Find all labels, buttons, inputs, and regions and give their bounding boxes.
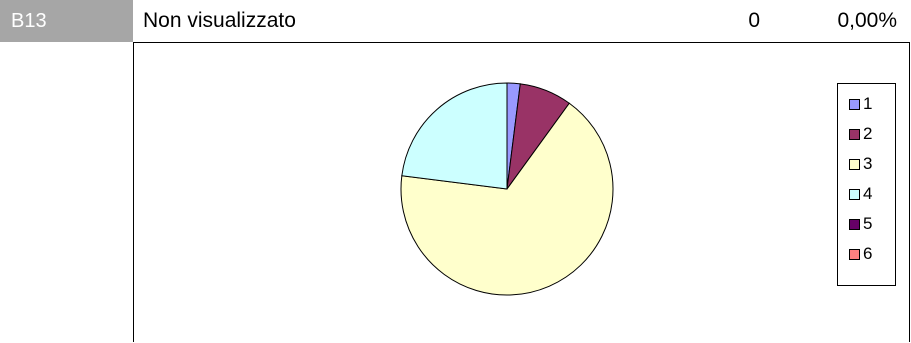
response-percent: 0,00% xyxy=(837,9,897,32)
legend-swatch-2 xyxy=(849,128,860,140)
response-row: B13 Non visualizzato 0 0,00% xyxy=(0,0,911,42)
response-label: Non visualizzato xyxy=(143,9,296,32)
legend-swatch-4 xyxy=(849,188,860,200)
legend-swatch-6 xyxy=(849,248,860,260)
legend-label-5: 5 xyxy=(863,214,873,233)
chart-area: 1 2 3 4 5 6 xyxy=(133,42,910,342)
legend-item-3: 3 xyxy=(849,154,872,174)
legend-swatch-3 xyxy=(849,158,860,170)
legend-item-1: 1 xyxy=(849,94,872,114)
legend-item-5: 5 xyxy=(849,214,872,234)
legend-swatch-5 xyxy=(849,218,860,230)
chart-legend: 1 2 3 4 5 6 xyxy=(837,83,896,286)
legend-label-3: 3 xyxy=(863,154,873,173)
legend-label-1: 1 xyxy=(863,94,873,113)
pie-slice-4 xyxy=(401,82,508,190)
response-count: 0 xyxy=(748,9,760,32)
pie-slice-3 xyxy=(400,102,614,296)
legend-item-6: 6 xyxy=(849,244,872,264)
legend-label-2: 2 xyxy=(863,124,873,143)
legend-item-4: 4 xyxy=(849,184,872,204)
legend-item-2: 2 xyxy=(849,124,872,144)
legend-swatch-1 xyxy=(849,98,860,110)
legend-label-6: 6 xyxy=(863,244,873,263)
legend-label-4: 4 xyxy=(863,184,873,203)
pie-chart xyxy=(400,82,614,296)
question-code: B13 xyxy=(0,0,133,42)
